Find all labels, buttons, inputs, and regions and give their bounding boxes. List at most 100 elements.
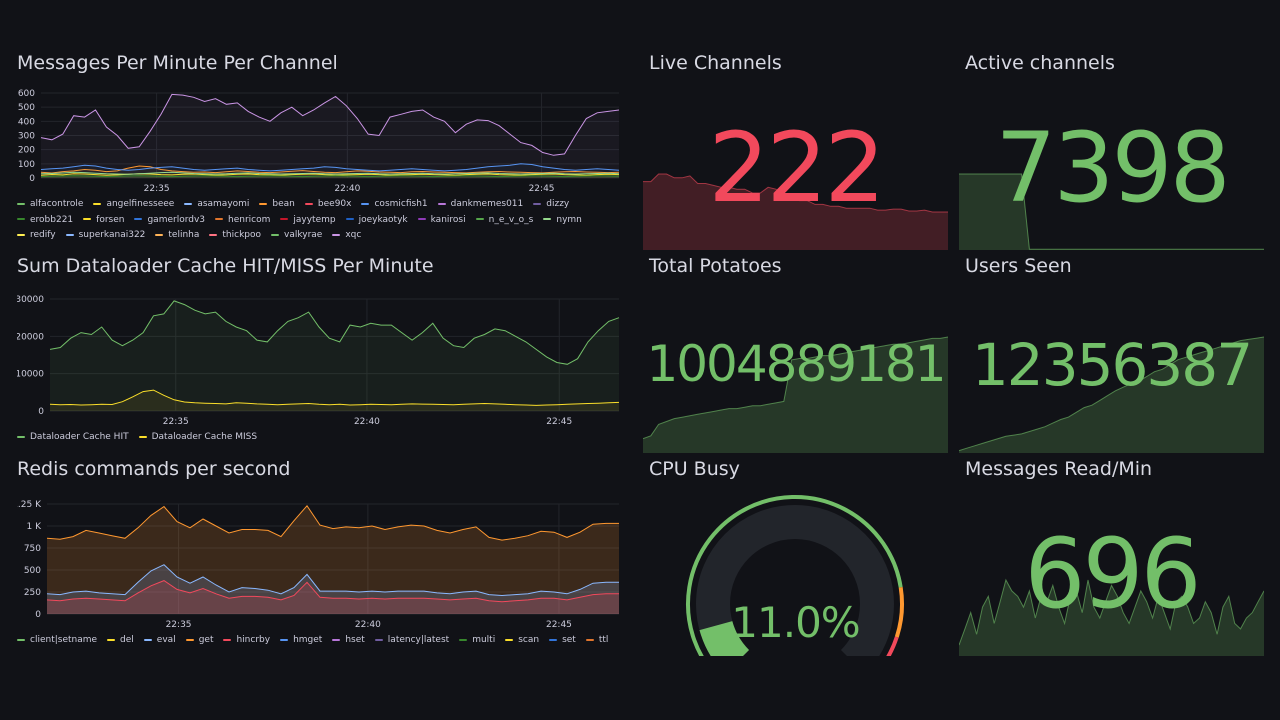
legend-item[interactable]: joeykaotyk: [345, 213, 408, 229]
panel-total-potatoes[interactable]: Total Potatoes 1004889181: [643, 255, 948, 453]
legend-item[interactable]: eval: [143, 633, 176, 649]
legend-item[interactable]: Dataloader Cache MISS: [138, 430, 258, 446]
legend-item[interactable]: dankmemes011: [437, 197, 523, 213]
legend-item[interactable]: forsen: [83, 213, 124, 229]
legend-label: angelfinesseee: [106, 199, 175, 209]
legend-swatch: [345, 218, 354, 220]
panel-active-channels[interactable]: Active channels 7398: [959, 52, 1264, 250]
legend-label: kanirosi: [430, 214, 466, 225]
legend-item[interactable]: hset: [332, 633, 365, 649]
legend-label: thickpoo: [222, 230, 262, 240]
legend-item[interactable]: multi: [459, 633, 495, 649]
legend-item[interactable]: latency|latest: [374, 633, 449, 649]
legend-label: forsen: [96, 214, 125, 225]
legend-swatch: [280, 218, 289, 220]
series-line[interactable]: [40, 171, 620, 175]
legend-item[interactable]: cosmicfish1: [361, 197, 428, 213]
legend-item[interactable]: bee90x: [304, 197, 352, 213]
legend-item[interactable]: Dataloader Cache HIT: [17, 430, 129, 446]
legend-swatch: [17, 638, 25, 641]
panel-title: Active channels: [965, 52, 1115, 74]
panel-cpu-busy[interactable]: CPU Busy 11.0%: [643, 458, 948, 658]
legend-label: del: [120, 635, 134, 645]
series-line[interactable]: [46, 564, 619, 597]
y-tick-label: 0: [35, 610, 41, 620]
legend-item[interactable]: redify: [17, 228, 56, 244]
legend-swatch: [185, 638, 194, 641]
y-tick-label: 750: [24, 544, 41, 554]
legend-item[interactable]: xqc: [332, 228, 361, 244]
series-line[interactable]: [46, 504, 619, 541]
live-channels-sparkline: [643, 173, 948, 250]
legend-swatch: [437, 202, 446, 205]
series-line[interactable]: [49, 300, 620, 365]
panel-title: Live Channels: [649, 52, 782, 74]
legend-label: gamerlordv3: [147, 214, 206, 225]
legend-label: bee90x: [317, 199, 352, 209]
series-line[interactable]: [40, 163, 620, 172]
series-line[interactable]: [40, 165, 620, 174]
live-channels-value: 222: [708, 112, 885, 224]
panel-live-channels[interactable]: Live Channels 222: [643, 52, 948, 250]
legend-item[interactable]: n_e_v_o_s: [475, 213, 533, 229]
series-line[interactable]: [49, 389, 620, 406]
legend-item[interactable]: henricom: [215, 213, 270, 229]
x-tick-label: 22:45: [546, 620, 572, 630]
legend-item[interactable]: set: [549, 633, 576, 649]
panel-users-seen[interactable]: Users Seen 12356387: [959, 255, 1264, 453]
legend-item[interactable]: hmget: [280, 633, 322, 649]
panel-messages-per-minute[interactable]: Messages Per Minute Per Channel 600 500 40…: [17, 52, 627, 247]
legend-item[interactable]: hincrby: [223, 633, 270, 649]
x-tick-label: 22:40: [354, 417, 380, 427]
legend-item[interactable]: nymn: [543, 213, 582, 229]
legend-label: multi: [472, 635, 496, 645]
legend-item[interactable]: gamerlordv3: [134, 213, 205, 229]
legend-item[interactable]: alfacontrole: [17, 197, 83, 213]
legend-item[interactable]: telinha: [155, 228, 199, 244]
legend-item[interactable]: dizzy: [533, 197, 569, 213]
sparkline-line: [959, 336, 1264, 452]
legend-item[interactable]: asamayomi: [184, 197, 249, 213]
legend-swatch: [83, 218, 92, 220]
messages-read-sparkline: [959, 578, 1264, 656]
messages-chart[interactable]: 600 500 400 300 200 100 0 22:35 22:40 22:45: [17, 88, 627, 228]
legend-item[interactable]: scan: [505, 633, 539, 649]
total-potatoes-sparkline: [643, 336, 948, 453]
series-area: [41, 94, 619, 178]
legend-swatch: [143, 638, 152, 641]
legend-item[interactable]: kanirosi: [417, 213, 466, 229]
cpu-busy-value: 11.0%: [731, 598, 860, 647]
legend-label: scan: [518, 635, 540, 645]
legend-item[interactable]: erobb221: [17, 213, 73, 229]
y-tick-label: 10000: [17, 370, 44, 380]
legend-label: ttl: [598, 635, 609, 645]
gauge-threshold-green: [686, 495, 903, 656]
legend-item[interactable]: ttl: [585, 633, 609, 649]
redis-chart[interactable]: 1.25 K 1 K 750 500 250 0 22:35 22:40 22:45: [17, 494, 627, 644]
series-line[interactable]: [40, 175, 620, 178]
panel-title: Messages Per Minute Per Channel: [17, 52, 338, 74]
y-tick-label: 30000: [17, 295, 44, 305]
legend-swatch: [259, 202, 268, 205]
series-line[interactable]: [40, 93, 620, 156]
legend-label: Dataloader Cache MISS: [151, 432, 258, 442]
dataloader-chart[interactable]: 30000 20000 10000 0 22:35 22:40 22:45: [17, 291, 627, 441]
legend-item[interactable]: superkanai322: [65, 228, 145, 244]
panel-messages-read[interactable]: Messages Read/Min 696: [959, 458, 1264, 658]
legend-item[interactable]: get: [185, 633, 213, 649]
legend-item[interactable]: jayytemp: [280, 213, 336, 229]
legend-item[interactable]: thickpoo: [209, 228, 261, 244]
sparkline-line: [959, 578, 1264, 646]
legend-swatch: [280, 638, 289, 641]
legend-item[interactable]: client|setname: [17, 633, 97, 649]
legend-label: nymn: [556, 214, 582, 225]
series-line[interactable]: [46, 580, 619, 603]
legend-item[interactable]: bean: [259, 197, 295, 213]
panel-dataloader-cache[interactable]: Sum Dataloader Cache HIT/MISS Per Minute…: [17, 255, 627, 450]
legend-label: telinha: [168, 230, 200, 240]
legend-item[interactable]: valkyrae: [271, 228, 322, 244]
legend-item[interactable]: angelfinesseee: [93, 197, 174, 213]
legend-item[interactable]: del: [107, 633, 134, 649]
panel-redis-commands[interactable]: Redis commands per second 1.25 K 1 K 750 50…: [17, 458, 627, 658]
panel-title: Users Seen: [965, 255, 1072, 277]
